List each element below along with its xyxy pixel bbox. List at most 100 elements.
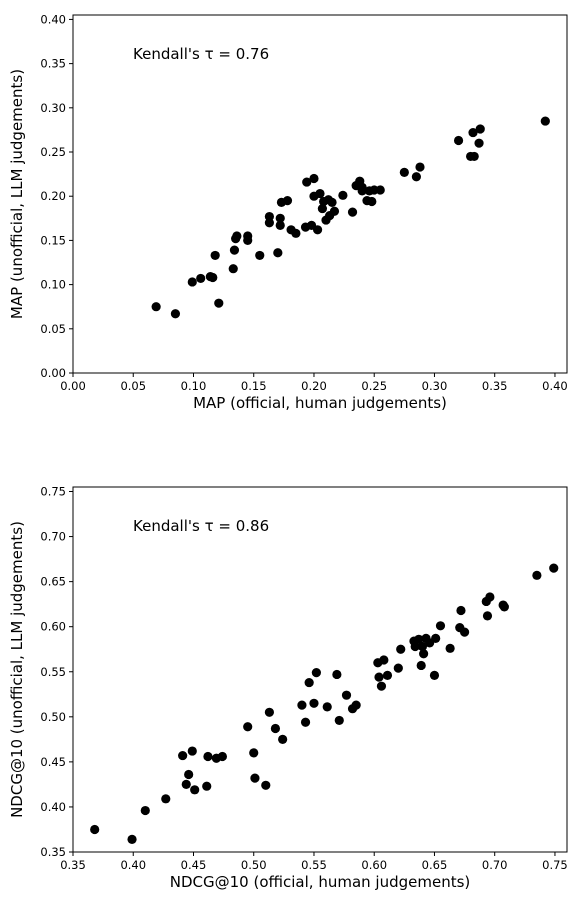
ndcg-y-tick-label: 0.55: [40, 665, 66, 679]
ndcg-point: [250, 773, 260, 783]
map-y-ticks: 0.00 0.05 0.10 0.15 0.20 0.25 0.30 0.35 0.40: [40, 12, 73, 380]
map-point: [411, 172, 421, 182]
ndcg-point: [249, 748, 259, 758]
ndcg-point: [332, 669, 342, 680]
ndcg-x-tick-label: 0.65: [422, 858, 448, 872]
map-y-tick-label: 0.20: [40, 189, 66, 203]
map-point: [282, 196, 293, 206]
ndcg-point: [270, 723, 281, 734]
ndcg-point: [187, 746, 197, 756]
ndcg-plot-frame: [72, 486, 568, 853]
map-point: [275, 213, 285, 223]
map-x-tick-label: 0.00: [60, 379, 86, 393]
map-x-tick-label: 0.25: [361, 379, 387, 393]
map-y-tick-label: 0.00: [40, 366, 66, 380]
ndcg-point: [429, 670, 440, 680]
map-plot-frame: [72, 14, 568, 374]
ndcg-point: [190, 785, 200, 795]
map-y-tick-label: 0.05: [40, 322, 66, 336]
ndcg-point: [396, 644, 406, 654]
ndcg-point: [341, 690, 352, 700]
ndcg-point: [459, 627, 470, 637]
ndcg-y-tick-label: 0.65: [40, 575, 66, 589]
map-point: [291, 228, 301, 238]
ndcg-point: [431, 633, 441, 644]
ndcg-point: [178, 750, 188, 761]
ndcg-point: [140, 805, 150, 816]
ndcg-point: [499, 602, 509, 612]
ndcg-point: [419, 649, 429, 659]
ndcg-x-tick-label: 0.70: [482, 858, 508, 872]
ndcg-point: [322, 702, 332, 712]
map-point: [255, 250, 265, 261]
ndcg-point: [334, 715, 344, 726]
ndcg-x-tick-label: 0.55: [301, 858, 327, 872]
ndcg-y-tick-label: 0.70: [40, 530, 66, 544]
map-kendall-annotation: Kendall's τ = 0.76: [133, 45, 269, 63]
ndcg-point: [202, 781, 212, 791]
map-x-axis-label: MAP (official, human judgements): [193, 394, 447, 412]
ndcg-point: [445, 643, 455, 653]
ndcg-point: [181, 779, 191, 790]
ndcg-point: [417, 641, 428, 652]
map-point: [151, 302, 161, 312]
map-y-tick-label: 0.35: [40, 57, 66, 71]
ndcg-point: [311, 668, 321, 678]
ndcg-point: [410, 641, 420, 652]
map-point: [315, 188, 325, 199]
map-x-tick-label: 0.15: [241, 379, 267, 393]
map-point: [327, 197, 337, 207]
map-point: [243, 231, 253, 241]
map-point: [210, 250, 220, 261]
map-point: [317, 203, 328, 214]
ndcg-x-tick-label: 0.50: [241, 858, 267, 872]
map-x-ticks: 0.00 0.05 0.10 0.15 0.20 0.25 0.30 0.35 0.40: [60, 373, 568, 393]
map-point: [208, 272, 218, 283]
map-x-tick-label: 0.05: [120, 379, 146, 393]
ndcg-point: [278, 734, 288, 744]
ndcg-y-tick-label: 0.75: [40, 485, 66, 499]
ndcg-points: [90, 563, 559, 844]
map-point: [170, 309, 181, 319]
ndcg-point: [304, 677, 314, 688]
map-point: [375, 185, 385, 195]
map-points: [151, 116, 550, 319]
ndcg-point: [300, 717, 311, 727]
ndcg-point: [161, 794, 171, 804]
ndcg-point: [297, 700, 307, 710]
map-point: [453, 135, 464, 146]
map-point: [273, 248, 283, 258]
map-point: [329, 206, 340, 216]
map-y-tick-label: 0.30: [40, 101, 66, 115]
ndcg-point: [532, 570, 542, 580]
map-y-tick-label: 0.40: [40, 12, 66, 26]
map-point: [347, 207, 358, 217]
ndcg-x-tick-label: 0.45: [181, 858, 207, 872]
ndcg-point: [264, 707, 274, 717]
ndcg-point: [309, 698, 319, 708]
map-point: [540, 116, 550, 126]
ndcg-point: [382, 670, 393, 680]
map-x-tick-label: 0.20: [301, 379, 327, 393]
ndcg-y-tick-label: 0.50: [40, 710, 66, 724]
map-scatter-chart: 0.00 0.05 0.10 0.15 0.20 0.25 0.30 0.35 0.40 0.0…: [8, 12, 568, 412]
map-point: [275, 220, 285, 230]
ndcg-point: [90, 824, 100, 835]
ndcg-scatter-chart: 0.35 0.40 0.45 0.50 0.55 0.60 0.65 0.70 0.75 0.3…: [8, 485, 568, 891]
ndcg-point: [379, 655, 389, 665]
ndcg-point: [203, 751, 213, 762]
ndcg-point: [393, 663, 403, 673]
map-point: [415, 162, 425, 172]
map-point: [214, 298, 224, 308]
map-x-tick-label: 0.30: [422, 379, 448, 393]
map-point: [474, 138, 484, 148]
ndcg-point: [127, 834, 137, 844]
map-y-tick-label: 0.15: [40, 233, 66, 247]
ndcg-x-tick-label: 0.40: [120, 858, 146, 872]
ndcg-point: [351, 700, 361, 710]
ndcg-point: [549, 563, 559, 573]
map-point: [475, 124, 485, 134]
map-x-tick-label: 0.10: [181, 379, 207, 393]
map-x-tick-label: 0.40: [542, 379, 568, 393]
